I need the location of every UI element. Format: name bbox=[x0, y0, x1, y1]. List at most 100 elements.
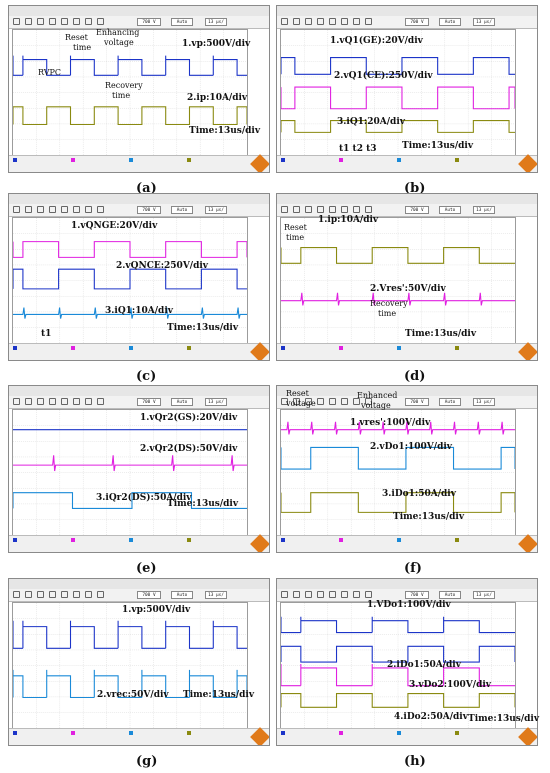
channel-tag-4[interactable] bbox=[455, 157, 507, 162]
save-icon[interactable] bbox=[317, 591, 324, 598]
undo-icon[interactable] bbox=[281, 18, 288, 25]
power-icon[interactable] bbox=[97, 18, 104, 25]
toolbar-field-2[interactable]: Auto bbox=[439, 398, 461, 406]
channel-tag-1[interactable] bbox=[281, 537, 333, 542]
run-icon[interactable] bbox=[85, 591, 92, 598]
channel-tag-3[interactable] bbox=[397, 537, 449, 542]
channel-tag-4[interactable] bbox=[187, 537, 239, 542]
pen-icon[interactable] bbox=[341, 18, 348, 25]
pen-icon[interactable] bbox=[341, 206, 348, 213]
pen-icon[interactable] bbox=[73, 398, 80, 405]
toolbar-field-1[interactable]: 700 V bbox=[137, 591, 161, 599]
channel-tag-2[interactable] bbox=[339, 345, 391, 350]
channel-tag-4[interactable] bbox=[455, 537, 507, 542]
toolbar-field-2[interactable]: Auto bbox=[171, 398, 193, 406]
run-icon[interactable] bbox=[353, 591, 360, 598]
channel-tag-1[interactable] bbox=[13, 345, 65, 350]
power-icon[interactable] bbox=[365, 18, 372, 25]
toolbar-field-1[interactable]: 700 V bbox=[137, 18, 161, 26]
toolbar-field-2[interactable]: Auto bbox=[439, 591, 461, 599]
pen-icon[interactable] bbox=[73, 18, 80, 25]
channel-tag-2[interactable] bbox=[339, 157, 391, 162]
channel-tag-4[interactable] bbox=[187, 730, 239, 735]
toolbar-field-3[interactable]: 13 μs/ bbox=[205, 591, 227, 599]
power-icon[interactable] bbox=[365, 591, 372, 598]
toolbar-field-1[interactable]: 700 V bbox=[405, 398, 429, 406]
channel-tag-3[interactable] bbox=[397, 345, 449, 350]
run-icon[interactable] bbox=[353, 398, 360, 405]
camera-icon[interactable] bbox=[305, 18, 312, 25]
chart-icon[interactable] bbox=[61, 398, 68, 405]
redo-icon[interactable] bbox=[25, 18, 32, 25]
channel-tag-3[interactable] bbox=[397, 157, 449, 162]
redo-icon[interactable] bbox=[25, 398, 32, 405]
save-icon[interactable] bbox=[49, 206, 56, 213]
chart-icon[interactable] bbox=[61, 206, 68, 213]
channel-tag-3[interactable] bbox=[129, 157, 181, 162]
toolbar-field-3[interactable]: 13 μs/ bbox=[473, 18, 495, 26]
undo-icon[interactable] bbox=[281, 398, 288, 405]
channel-tag-1[interactable] bbox=[13, 537, 65, 542]
channel-tag-2[interactable] bbox=[71, 537, 123, 542]
undo-icon[interactable] bbox=[13, 18, 20, 25]
toolbar-field-1[interactable]: 700 V bbox=[405, 18, 429, 26]
undo-icon[interactable] bbox=[13, 206, 20, 213]
toolbar-field-2[interactable]: Auto bbox=[439, 206, 461, 214]
run-icon[interactable] bbox=[353, 18, 360, 25]
power-icon[interactable] bbox=[97, 206, 104, 213]
toolbar-field-3[interactable]: 13 μs/ bbox=[205, 398, 227, 406]
toolbar-field-1[interactable]: 700 V bbox=[137, 398, 161, 406]
redo-icon[interactable] bbox=[293, 398, 300, 405]
redo-icon[interactable] bbox=[293, 591, 300, 598]
toolbar-field-2[interactable]: Auto bbox=[171, 591, 193, 599]
channel-tag-3[interactable] bbox=[129, 345, 181, 350]
chart-icon[interactable] bbox=[61, 591, 68, 598]
camera-icon[interactable] bbox=[37, 398, 44, 405]
run-icon[interactable] bbox=[353, 206, 360, 213]
chart-icon[interactable] bbox=[61, 18, 68, 25]
toolbar-field-2[interactable]: Auto bbox=[439, 18, 461, 26]
save-icon[interactable] bbox=[317, 398, 324, 405]
camera-icon[interactable] bbox=[305, 591, 312, 598]
redo-icon[interactable] bbox=[25, 591, 32, 598]
channel-tag-2[interactable] bbox=[71, 345, 123, 350]
channel-tag-2[interactable] bbox=[339, 537, 391, 542]
channel-tag-4[interactable] bbox=[187, 157, 239, 162]
channel-tag-1[interactable] bbox=[281, 157, 333, 162]
channel-tag-3[interactable] bbox=[129, 730, 181, 735]
channel-tag-3[interactable] bbox=[397, 730, 449, 735]
toolbar-field-1[interactable]: 700 V bbox=[137, 206, 161, 214]
channel-tag-4[interactable] bbox=[455, 345, 507, 350]
pen-icon[interactable] bbox=[73, 206, 80, 213]
camera-icon[interactable] bbox=[37, 206, 44, 213]
toolbar-field-3[interactable]: 13 μs/ bbox=[205, 18, 227, 26]
power-icon[interactable] bbox=[97, 398, 104, 405]
channel-tag-4[interactable] bbox=[455, 730, 507, 735]
channel-tag-1[interactable] bbox=[281, 730, 333, 735]
channel-tag-4[interactable] bbox=[187, 345, 239, 350]
toolbar-field-2[interactable]: Auto bbox=[171, 18, 193, 26]
undo-icon[interactable] bbox=[13, 591, 20, 598]
save-icon[interactable] bbox=[49, 591, 56, 598]
redo-icon[interactable] bbox=[293, 206, 300, 213]
undo-icon[interactable] bbox=[281, 591, 288, 598]
toolbar-field-3[interactable]: 13 μs/ bbox=[473, 398, 495, 406]
channel-tag-1[interactable] bbox=[13, 730, 65, 735]
undo-icon[interactable] bbox=[13, 398, 20, 405]
save-icon[interactable] bbox=[317, 18, 324, 25]
pen-icon[interactable] bbox=[341, 591, 348, 598]
run-icon[interactable] bbox=[85, 206, 92, 213]
channel-tag-2[interactable] bbox=[339, 730, 391, 735]
channel-tag-2[interactable] bbox=[71, 157, 123, 162]
run-icon[interactable] bbox=[85, 398, 92, 405]
toolbar-field-3[interactable]: 13 μs/ bbox=[205, 206, 227, 214]
channel-tag-1[interactable] bbox=[281, 345, 333, 350]
save-icon[interactable] bbox=[49, 18, 56, 25]
channel-tag-3[interactable] bbox=[129, 537, 181, 542]
toolbar-field-1[interactable]: 700 V bbox=[405, 206, 429, 214]
toolbar-field-3[interactable]: 13 μs/ bbox=[473, 591, 495, 599]
power-icon[interactable] bbox=[365, 206, 372, 213]
redo-icon[interactable] bbox=[293, 18, 300, 25]
power-icon[interactable] bbox=[365, 398, 372, 405]
pen-icon[interactable] bbox=[73, 591, 80, 598]
